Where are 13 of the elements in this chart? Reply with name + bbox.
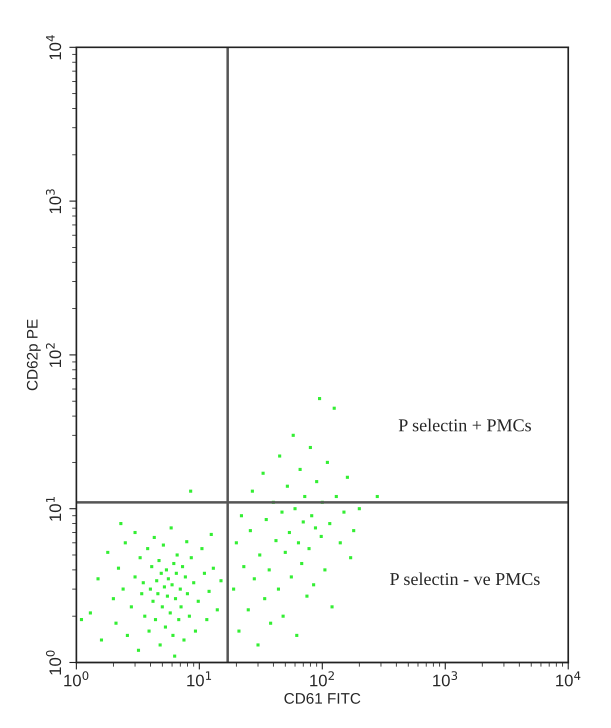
x-tick-label: 10$^{2}$ bbox=[310, 671, 334, 686]
annotation: P selectin + PMCs bbox=[398, 418, 531, 432]
x-tick-label: 10$^{0}$ bbox=[64, 671, 88, 686]
y-tick-label: 10$^{2}$ bbox=[46, 343, 62, 367]
x-axis-title: CD61 FITC bbox=[284, 693, 360, 704]
y-tick-label: 10$^{3}$ bbox=[46, 189, 62, 214]
y-tick-label: 10$^{1}$ bbox=[46, 496, 62, 521]
annotation: P selectin - ve PMCs bbox=[390, 572, 540, 586]
y-tick-label: 10$^{4}$ bbox=[46, 35, 62, 60]
x-tick-label: 10$^{4}$ bbox=[556, 671, 580, 686]
y-axis-title: CD62p PE bbox=[26, 319, 41, 390]
x-tick-label: 10$^{1}$ bbox=[187, 671, 212, 686]
x-tick-label: 10$^{3}$ bbox=[433, 671, 458, 686]
